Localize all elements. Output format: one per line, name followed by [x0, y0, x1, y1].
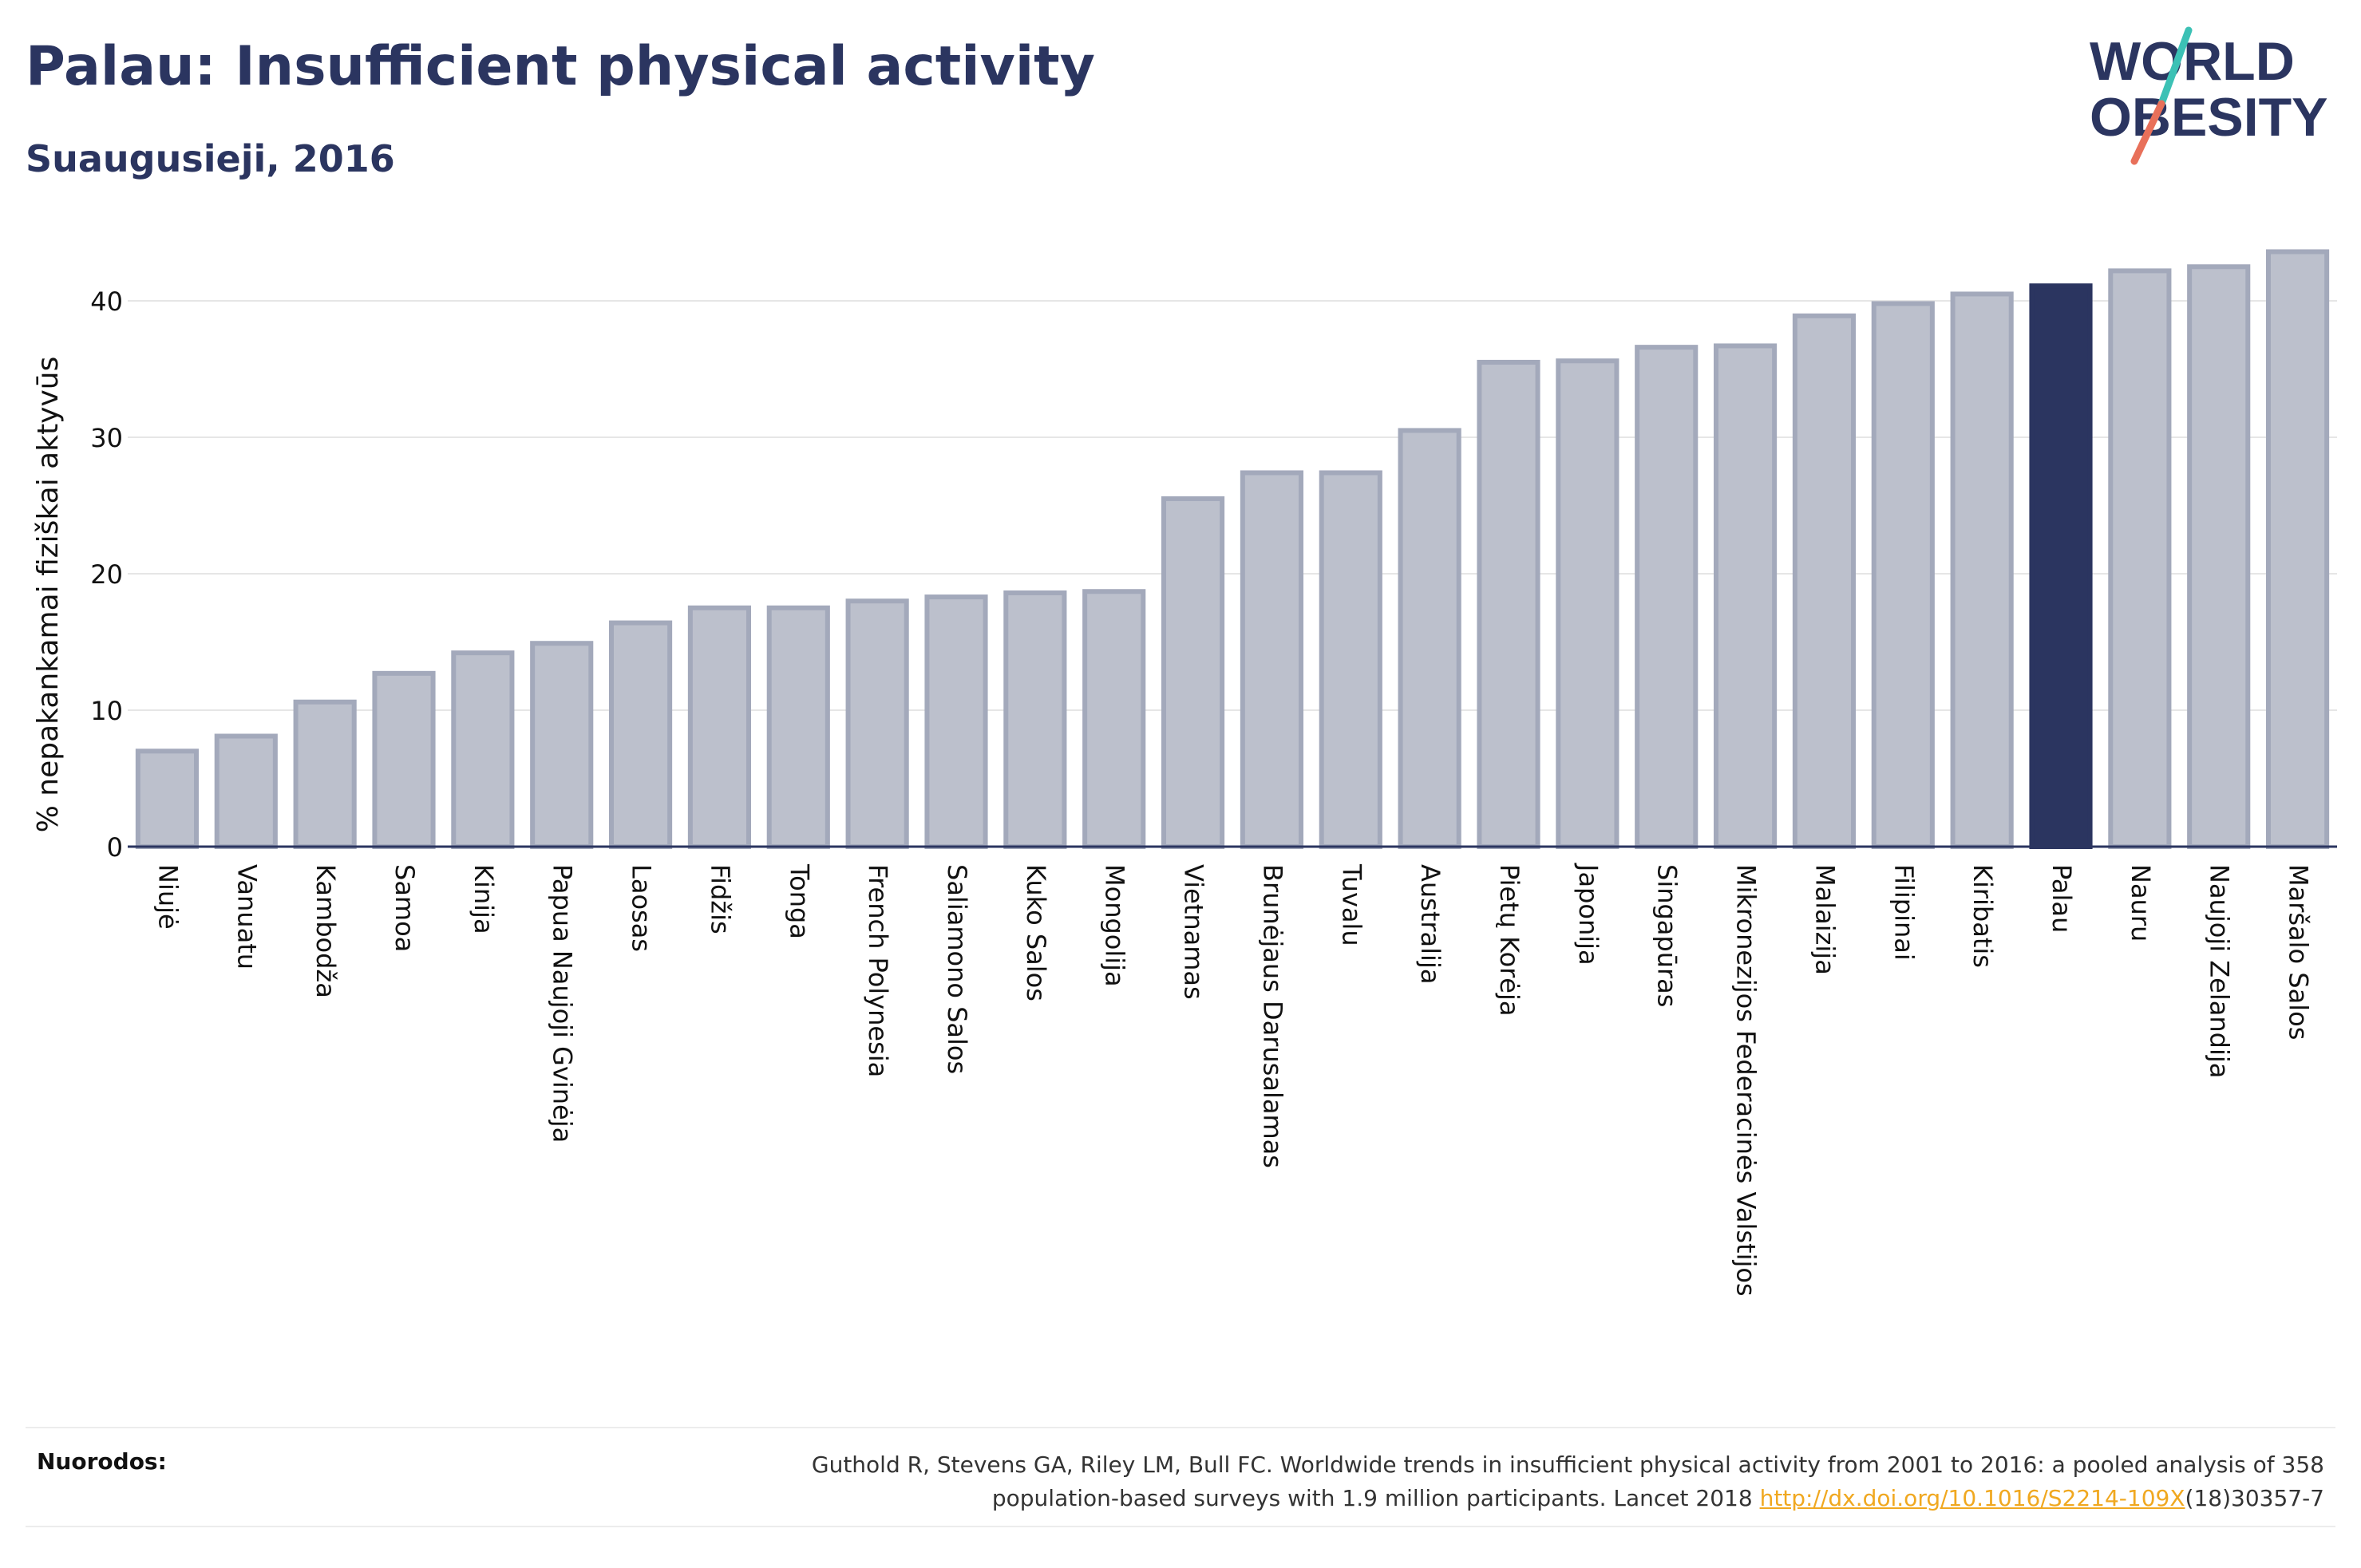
bar-niujė	[135, 748, 200, 849]
x-tick-label: Samoa	[390, 864, 420, 952]
bar-samoa	[372, 670, 436, 850]
bar-laosas	[608, 620, 673, 849]
x-tick-label: Palau	[2047, 864, 2077, 933]
y-tick-label: 20	[90, 559, 123, 590]
x-tick-label: Filipinai	[1888, 864, 1919, 961]
bar-mikronezijos-federacinės-valstijos	[1713, 343, 1778, 849]
logo-text-obesity: OBESITY	[2090, 87, 2328, 148]
bar-fidžis	[687, 605, 752, 849]
x-tick-label: Singapūras	[1652, 864, 1683, 1007]
bar-vietnamas	[1161, 496, 1225, 849]
bar-french-polynesia	[845, 598, 909, 849]
x-tick-label: Vanuatu	[231, 864, 262, 970]
references-citation: Guthold R, Stevens GA, Riley LM, Bull FC…	[488, 1448, 2324, 1515]
x-tick-label: Saliamono Salos	[942, 864, 972, 1074]
bar-australija	[1398, 428, 1461, 849]
y-tick-label: 30	[90, 423, 123, 453]
y-tick-label: 10	[90, 696, 123, 726]
x-tick-label: Kinija	[469, 864, 499, 934]
bar-kinija	[451, 650, 515, 849]
x-tick-label: Laosas	[627, 864, 657, 952]
logo-slash-coral	[2130, 100, 2165, 165]
x-tick-label: Kambodža	[310, 864, 341, 998]
references-label: Nuorodos:	[37, 1448, 167, 1475]
x-tick-label: Malaizija	[1809, 864, 1840, 975]
logo-text-world: WORLD	[2090, 31, 2295, 92]
x-tick-label: French Polynesia	[863, 864, 893, 1077]
bar-naujoji-zelandija	[2187, 264, 2251, 849]
x-tick-label: Kiribatis	[1968, 864, 1998, 968]
footer-divider-bottom	[26, 1526, 2335, 1527]
x-tick-label: Tonga	[784, 863, 814, 939]
citation-line1: Guthold R, Stevens GA, Riley LM, Bull FC…	[811, 1451, 2324, 1478]
x-tick-label: Niujė	[152, 864, 183, 930]
bar-papua-naujoji-gvinėja	[530, 641, 594, 850]
citation-line2: population-based surveys with 1.9 millio…	[991, 1485, 1760, 1511]
bars	[135, 249, 2330, 850]
bar-filipinai	[1871, 301, 1935, 850]
chart-title: Palau: Insufficient physical activity	[26, 35, 1095, 98]
x-tick-label: Naujoji Zelandija	[2205, 864, 2235, 1078]
logo-slash-teal	[2157, 26, 2193, 108]
bar-malaizija	[1792, 313, 1857, 849]
bar-nauru	[2108, 268, 2172, 849]
bar-chart: 0 10 20 30 40 Niujė Vanuatu Kambodža Samoa Kinija…	[32, 249, 2337, 1297]
bar-saliamono-salos	[924, 594, 988, 849]
x-tick-label: Papua Naujoji Gvinėja	[548, 864, 578, 1143]
axes: 0 10 20 30 40 Niujė Vanuatu Kambodža Samoa Kinija…	[90, 286, 2337, 1297]
y-tick-label: 0	[107, 832, 123, 863]
x-tick-label: Vietnamas	[1179, 864, 1209, 1000]
y-tick-label: 40	[90, 286, 123, 317]
bar-maršalo-salos	[2265, 249, 2330, 849]
bar-palau	[2029, 283, 2093, 849]
x-tick-label: Nauru	[2126, 864, 2156, 942]
chart-subtitle: Suaugusieji, 2016	[26, 137, 395, 180]
x-tick-label: Fidžis	[705, 864, 735, 934]
bar-tonga	[766, 605, 830, 849]
x-tick-label: Mikronezijos Federacinės Valstijos	[1731, 864, 1762, 1297]
x-tick-label: Kuko Salos	[1021, 864, 1051, 1001]
x-tick-label: Pietų Korėja	[1494, 864, 1525, 1016]
bar-brunėjaus-darusalamas	[1240, 470, 1304, 850]
world-obesity-logo: WORLD OBESITY	[2090, 26, 2328, 165]
bar-vanuatu	[214, 733, 278, 849]
x-tick-label: Tuvalu	[1336, 863, 1366, 946]
bar-pietų-korėja	[1477, 359, 1540, 849]
bar-japonija	[1556, 358, 1619, 849]
citation-doi-link[interactable]: http://dx.doi.org/10.1016/S2214-109X	[1759, 1485, 2185, 1511]
citation-line2-end: (18)30357-7	[2185, 1485, 2324, 1511]
x-tick-label: Maršalo Salos	[2284, 864, 2314, 1040]
bar-singapūras	[1635, 345, 1699, 849]
bar-tuvalu	[1319, 470, 1382, 850]
bar-kambodža	[293, 699, 357, 849]
footer-divider-top	[26, 1427, 2335, 1428]
bar-mongolija	[1082, 589, 1146, 849]
x-tick-label: Mongolija	[1100, 864, 1130, 987]
bar-kiribatis	[1950, 291, 2014, 849]
x-tick-label: Australija	[1415, 864, 1445, 984]
x-tick-label: Brunėjaus Darusalamas	[1257, 864, 1287, 1168]
y-axis-label: % nepakankamai fiziškai aktyvūs	[32, 357, 65, 833]
bar-kuko-salos	[1003, 590, 1067, 849]
x-tick-label: Japonija	[1573, 863, 1604, 966]
